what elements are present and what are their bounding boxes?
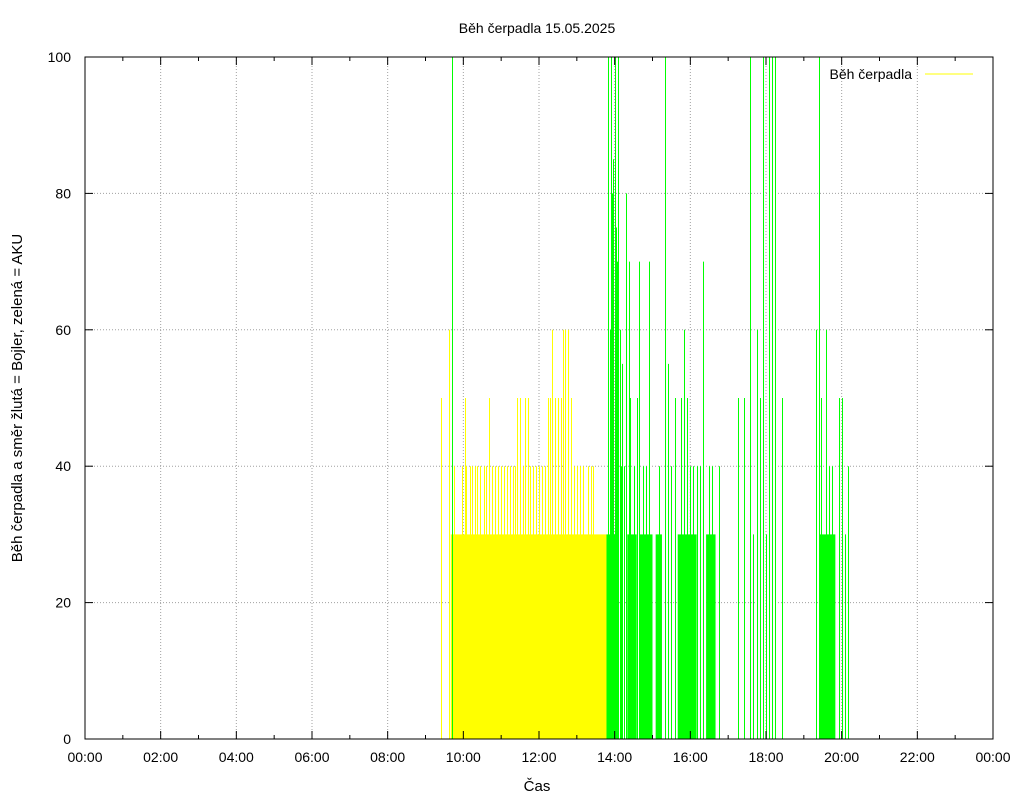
data-block — [627, 534, 637, 739]
series-group — [452, 57, 849, 739]
x-tick-label: 00:00 — [975, 749, 1010, 765]
x-axis-label: Čas — [524, 778, 551, 795]
x-tick-label: 14:00 — [597, 749, 632, 765]
y-tick-label: 80 — [55, 185, 71, 201]
data-block — [655, 534, 662, 739]
x-tick-label: 00:00 — [67, 749, 102, 765]
x-tick-label: 04:00 — [219, 749, 254, 765]
legend: Běh čerpadla — [829, 66, 973, 82]
x-tick-label: 18:00 — [748, 749, 783, 765]
y-tick-label: 0 — [63, 731, 71, 747]
x-tick-label: 02:00 — [143, 749, 178, 765]
x-tick-label: 12:00 — [521, 749, 556, 765]
x-tick-label: 10:00 — [446, 749, 481, 765]
x-tick-label: 16:00 — [673, 749, 708, 765]
x-tick-label: 20:00 — [824, 749, 859, 765]
series-group — [441, 329, 607, 739]
y-tick-label: 100 — [48, 49, 72, 65]
data-bars — [441, 57, 849, 739]
legend-label: Běh čerpadla — [829, 66, 912, 82]
chart-title: Běh čerpadla 15.05.2025 — [459, 20, 616, 36]
y-axis-label: Běh čerpadla a směr žlutá = Bojler, zele… — [9, 234, 26, 563]
y-tick-label: 40 — [55, 458, 71, 474]
axes: 00:00 02:00 04:00 06:00 08:00 10:00 12:00 14:00… — [48, 49, 1011, 765]
y-tick-label: 60 — [55, 322, 71, 338]
x-tick-label: 22:00 — [900, 749, 935, 765]
y-tick-label: 20 — [55, 595, 71, 611]
data-block — [819, 534, 836, 739]
data-block — [706, 534, 716, 739]
x-tick-label: 08:00 — [370, 749, 405, 765]
x-tick-label: 06:00 — [294, 749, 329, 765]
